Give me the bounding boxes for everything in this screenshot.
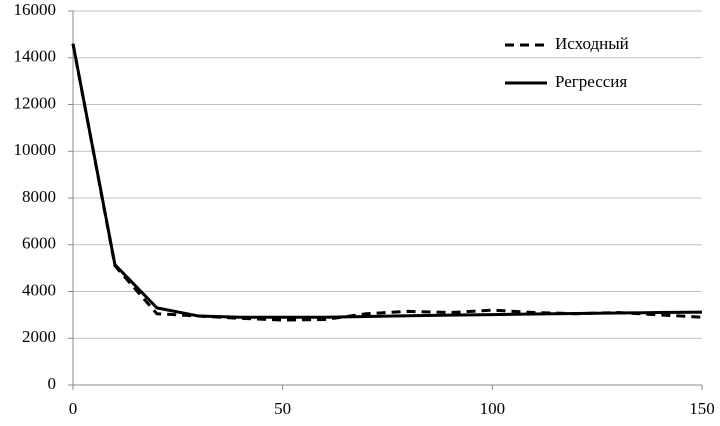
y-tick-label: 16000: [14, 0, 57, 19]
y-tick-label: 4000: [22, 280, 56, 299]
x-tick-label: 100: [480, 399, 506, 418]
y-tick-label: 14000: [14, 47, 57, 66]
y-tick-label: 10000: [14, 140, 57, 159]
y-tick-label: 6000: [22, 234, 56, 253]
series-line: [71, 43, 703, 319]
x-tick-label: 50: [274, 399, 291, 418]
y-tick-label: 12000: [14, 93, 57, 112]
y-tick-label: 0: [48, 374, 57, 393]
legend-label: Регрессия: [555, 72, 627, 91]
legend-label: Исходный: [555, 34, 629, 53]
x-tick-label: 0: [69, 399, 78, 418]
x-tick-label: 150: [689, 399, 715, 418]
y-tick-label: 2000: [22, 327, 56, 346]
y-tick-label: 8000: [22, 187, 56, 206]
